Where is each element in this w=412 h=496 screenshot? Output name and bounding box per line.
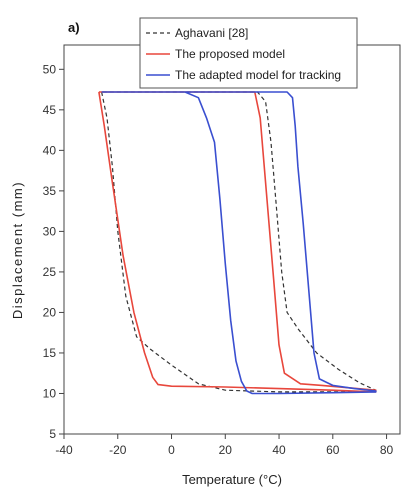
series-line-2 <box>98 91 377 393</box>
y-tick-label: 5 <box>49 427 56 441</box>
legend-label: Aghavani [28] <box>175 26 248 40</box>
y-tick-label: 35 <box>43 184 57 198</box>
y-tick-label: 30 <box>43 224 57 238</box>
legend-box <box>139 17 358 89</box>
x-tick-label: 0 <box>168 443 175 457</box>
series-line-3 <box>101 91 377 395</box>
y-tick-label: 20 <box>43 305 57 319</box>
y-tick-label: 40 <box>43 143 57 157</box>
x-tick-label: 20 <box>219 443 233 457</box>
x-tick-label: 60 <box>326 443 340 457</box>
y-tick-label: 15 <box>43 346 57 360</box>
y-tick-label: 10 <box>43 386 57 400</box>
x-tick-label: -20 <box>109 443 127 457</box>
y-tick-label: 45 <box>43 103 57 117</box>
panel-label: a) <box>68 20 80 35</box>
x-axis-title: Temperature (°C) <box>182 472 282 487</box>
y-tick-label: 50 <box>43 62 57 76</box>
x-tick-label: -40 <box>55 443 73 457</box>
legend: Aghavani [28] The proposed model The adapt… <box>139 17 358 89</box>
series-lines <box>98 91 377 395</box>
legend-label: The proposed model <box>175 47 285 61</box>
legend-label: The adapted model for tracking <box>175 68 341 82</box>
x-tick-label: 40 <box>272 443 286 457</box>
axes: -40 -20 0 20 40 60 80 5 10 15 20 25 30 35 40 45 50 <box>43 44 401 457</box>
y-tick-label: 25 <box>43 265 57 279</box>
series-line-1 <box>101 91 377 393</box>
x-tick-label: 80 <box>380 443 394 457</box>
plot-frame <box>63 44 401 435</box>
y-axis-title: Displacement (mm) <box>10 181 25 319</box>
